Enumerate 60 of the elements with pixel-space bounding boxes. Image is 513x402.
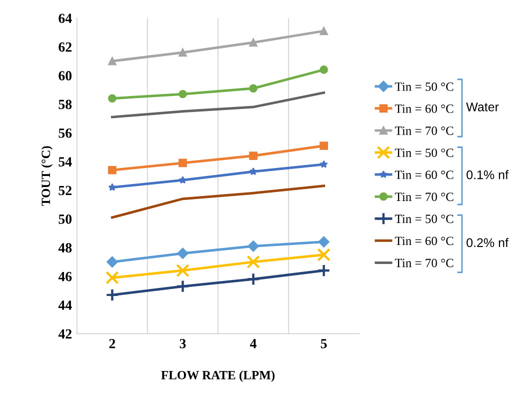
y-tick-label: 46 [58, 272, 72, 282]
x-axis-title: FLOW RATE (LPM) [161, 370, 275, 382]
legend-label: Tin = 60 °C [394, 236, 454, 246]
point [320, 26, 328, 36]
y-tick-label: 54 [58, 157, 72, 166]
point [318, 236, 330, 248]
point [246, 255, 260, 269]
y-tick-label: 44 [58, 300, 72, 310]
y-tick-label: 42 [58, 329, 72, 338]
point [176, 280, 190, 293]
point [320, 160, 328, 168]
point [106, 288, 119, 302]
legend-label: Tin = 50 °C [394, 82, 454, 91]
y-tick-label: 56 [58, 128, 72, 138]
legend-label: Tin = 70 °C [394, 126, 454, 135]
y-tick-label: 60 [58, 71, 72, 80]
legend-label: Tin = 50 °C [394, 148, 454, 158]
y-tick-label: 52 [58, 186, 72, 196]
legend-label: Tin = 60 °C [394, 104, 454, 113]
point [108, 183, 116, 191]
point [246, 272, 260, 286]
point [249, 84, 258, 93]
point [176, 264, 190, 278]
x-tick-label: 5 [320, 339, 327, 348]
point [106, 271, 119, 284]
point [317, 248, 330, 262]
point [178, 176, 187, 184]
y-tick-label: 58 [58, 100, 72, 110]
legend-label: Tin = 60 °C [394, 170, 454, 180]
point [178, 48, 187, 57]
point [248, 240, 259, 252]
point [177, 248, 188, 259]
point [249, 38, 258, 47]
point [108, 166, 116, 174]
point [178, 158, 187, 168]
y-tick-label: 48 [58, 243, 72, 253]
point [106, 256, 118, 268]
point [249, 152, 258, 160]
point [108, 94, 116, 103]
x-tick-label: 3 [180, 338, 186, 348]
text: 0.2% nf [466, 238, 509, 248]
y-tick-label: 62 [58, 42, 72, 52]
x-tick-label: 2 [109, 338, 116, 348]
x-tick-label: 4 [250, 339, 257, 348]
line-series [110, 91, 326, 118]
y-axis-title: TOUT (°C) [41, 146, 53, 206]
point [320, 142, 328, 150]
legend-label: Tin = 50 °C [394, 214, 454, 224]
y-tick-label: 64 [58, 14, 72, 24]
point [320, 66, 328, 74]
point [249, 167, 258, 176]
y-tick-label: 50 [58, 214, 72, 224]
text: 0.1% nf [466, 170, 509, 180]
point [108, 56, 116, 66]
text: Water [466, 102, 499, 112]
legend-label: Tin = 70 °C [394, 258, 454, 268]
legend-label: Tin = 70 °C [394, 192, 454, 202]
line-series [110, 184, 326, 219]
point [178, 90, 187, 98]
point [317, 264, 330, 278]
